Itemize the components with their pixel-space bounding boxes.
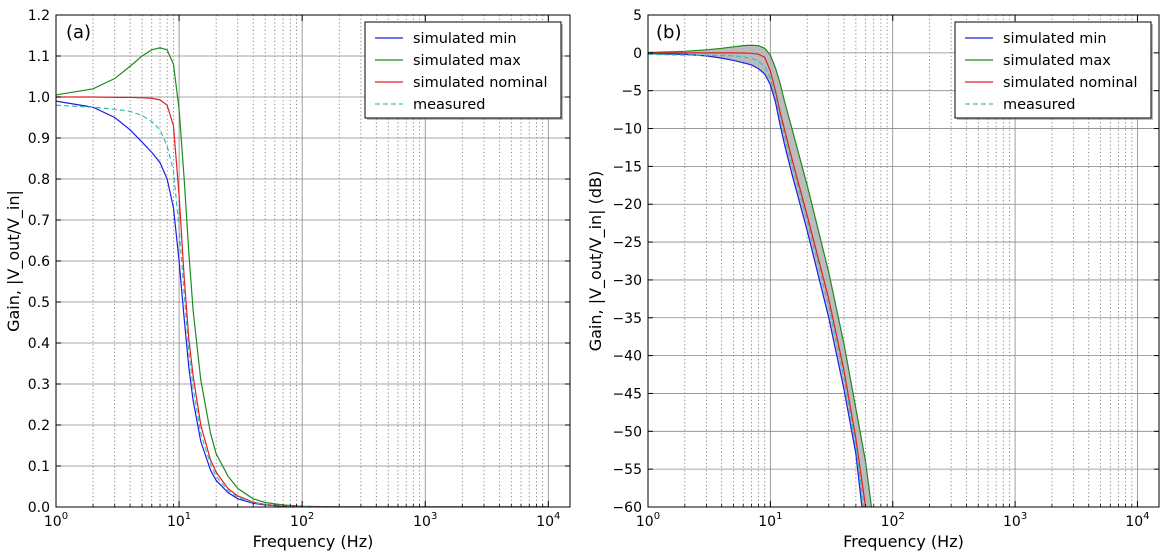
y-tick-label: 0.3 [28,377,50,393]
x-tick-label: 103 [413,511,437,530]
legend: simulated min simulated max simulated nomi… [954,21,1153,120]
legend-entry: simulated max [1003,53,1111,69]
legend-entry: simulated nominal [1003,75,1138,91]
chart-panel-1: 5 0 −5 −10 −15 −20 −25 −30 −35 −40 −45 −50 −55 −60100… [586,8,1160,551]
y-tick-label: 0.6 [28,254,50,270]
y-tick-label: 0.8 [28,172,50,188]
y-tick-label: 0.2 [28,418,50,434]
panel-label: (b) [656,22,681,43]
y-tick-label: 0.9 [28,131,50,147]
y-tick-label: −10 [612,122,642,138]
legend-entry: simulated min [413,31,517,47]
y-tick-label: 0.4 [28,336,50,352]
y-tick-label: −45 [612,386,642,402]
y-tick-label: 0 [633,46,642,62]
x-axis-label: Frequency (Hz) [253,532,374,551]
y-tick-label: 0.5 [28,295,50,311]
y-tick-label: −25 [612,235,642,251]
y-tick-label: 1.1 [28,49,50,65]
panel-label: (a) [66,22,91,43]
shaded-band [648,45,872,507]
x-tick-label: 102 [881,511,905,530]
x-tick-label: 102 [290,511,314,530]
y-tick-label: −5 [621,84,642,100]
plot-frame [647,14,1160,508]
series-line-simulated-nominal [648,52,867,507]
y-tick-label: 0.7 [28,213,50,229]
legend-entry: measured [1003,97,1075,113]
x-tick-label: 101 [758,511,782,530]
x-tick-label: 104 [536,511,560,530]
y-axis-label: Gain, |V_out/V_in| [4,190,24,332]
legend: simulated min simulated max simulated nomi… [364,21,563,120]
x-tick-label: 103 [1003,511,1027,530]
x-tick-label: 100 [44,511,68,530]
y-axis-label: Gain, |V_out/V_in| (dB) [586,171,606,352]
series-line-simulated-max [648,44,873,507]
y-tick-label: −35 [612,311,642,327]
x-axis-label: Frequency (Hz) [843,532,964,551]
y-tick-label: 5 [633,8,642,24]
y-tick-label: −15 [612,159,642,175]
y-tick-label: −20 [612,197,642,213]
y-tick-label: 1.2 [28,8,50,24]
series-line-simulated-min [648,53,863,507]
y-tick-label: 0.1 [28,459,50,475]
legend-entry: simulated max [413,53,521,69]
x-tick-label: 100 [636,511,660,530]
legend-entry: simulated nominal [413,75,548,91]
y-tick-label: −40 [612,349,642,365]
legend-entry: simulated min [1003,31,1107,47]
y-tick-label: −30 [612,273,642,289]
chart-panel-0: 0.0 0.1 0.2 0.3 0.4 0.5 0.6 0.7 0.8 0.9 1.0 1.1 1.2 1… [4,8,571,551]
x-tick-label: 101 [167,511,191,530]
y-tick-label: −50 [612,424,642,440]
legend-entry: measured [413,97,485,113]
y-tick-label: −60 [612,500,642,516]
x-tick-label: 104 [1125,511,1149,530]
series-line-measured [648,53,865,507]
y-tick-label: 0.0 [28,500,50,516]
y-tick-label: −55 [612,462,642,478]
y-tick-label: 1.0 [28,90,50,106]
